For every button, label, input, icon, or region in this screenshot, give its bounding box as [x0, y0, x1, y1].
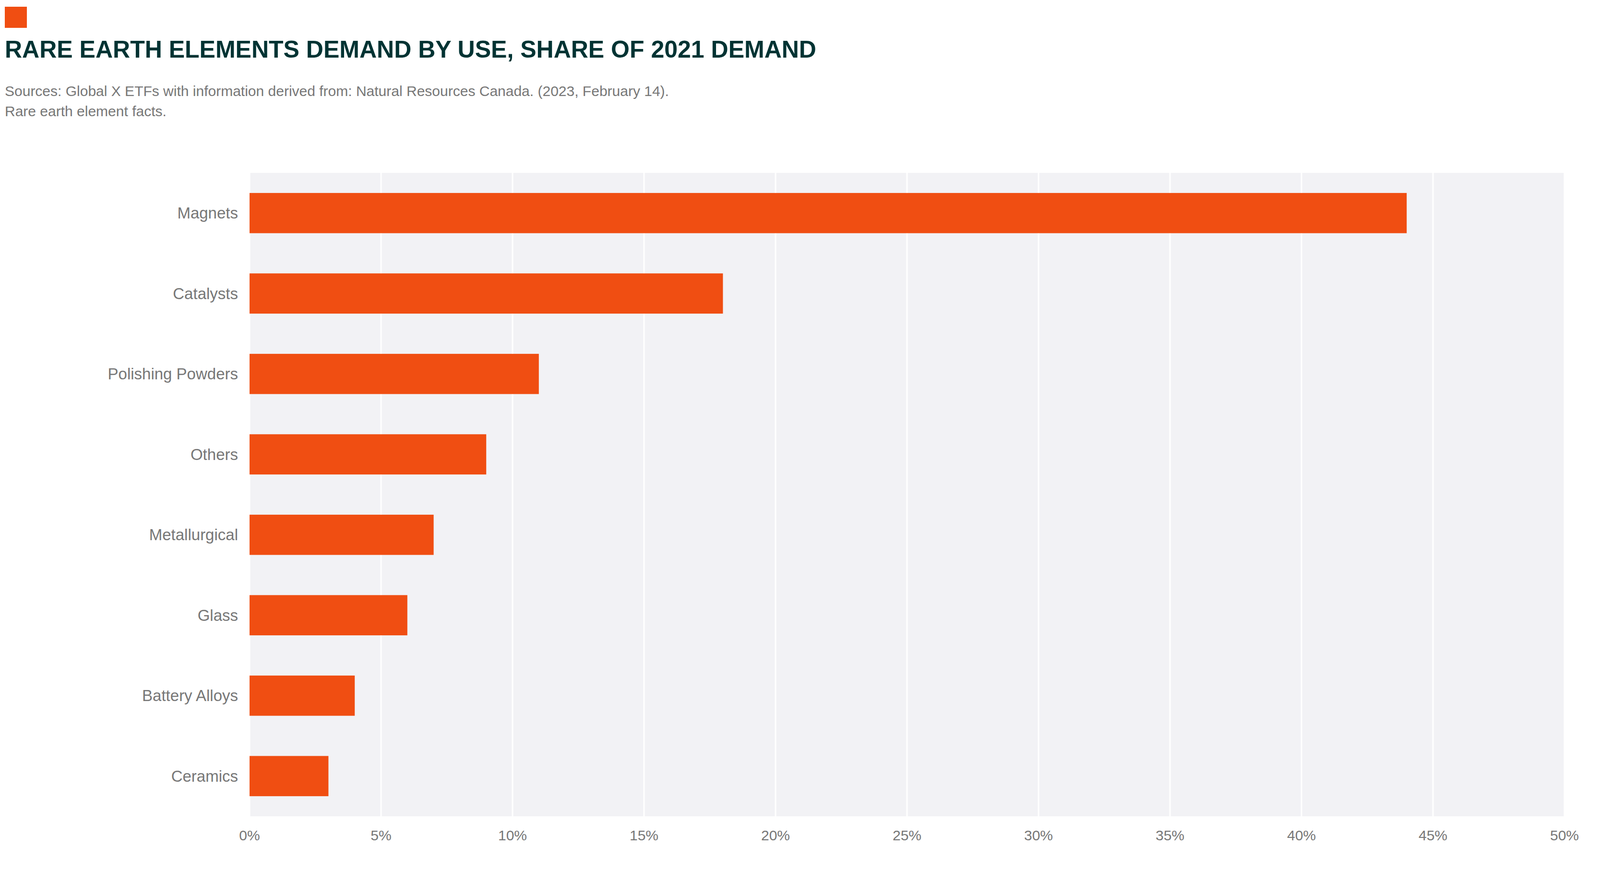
y-axis: Magnets Catalysts Polishing Powders Others M…	[107, 203, 239, 785]
bar	[249, 594, 408, 635]
tick-label: 15%	[629, 826, 659, 843]
bar	[249, 353, 539, 395]
tick-label: 35%	[1155, 826, 1185, 843]
grid-line	[1301, 172, 1303, 816]
bar	[249, 192, 1407, 234]
bar	[249, 433, 487, 475]
bar	[249, 755, 329, 796]
category-label: Glass	[197, 606, 239, 624]
category-label: Metallurgical	[149, 525, 239, 544]
tick-label: 30%	[1024, 826, 1053, 843]
grid-line	[906, 172, 908, 816]
tick-label: 45%	[1418, 826, 1448, 843]
grid-line	[249, 172, 251, 816]
subtitle: Sources: Global X ETFs with information …	[4, 83, 669, 99]
bar	[249, 514, 434, 555]
category-label: Battery Alloys	[142, 686, 239, 705]
category-label: Catalysts	[172, 284, 239, 303]
tick-label: 25%	[892, 826, 922, 843]
tick-label: 5%	[370, 826, 392, 843]
tick-label: 0%	[238, 826, 260, 843]
x-axis: 0% 5% 10% 15% 20% 25% 30% 35% 40% 45% 50%	[238, 826, 1579, 843]
grid-line	[1432, 172, 1434, 816]
category-label: Ceramics	[171, 766, 239, 785]
bar	[249, 273, 723, 314]
grid-line	[380, 172, 383, 816]
grid-line	[512, 172, 514, 816]
subtitle: Rare earth element facts.	[4, 103, 167, 120]
grid	[249, 172, 1565, 816]
category-label: Magnets	[177, 203, 239, 222]
accent	[4, 6, 27, 28]
tick-label: 20%	[761, 826, 790, 843]
grid-line	[775, 172, 777, 816]
tick-label: 10%	[498, 826, 527, 843]
grid-line	[1038, 172, 1040, 816]
title: RARE EARTH ELEMENTS DEMAND BY USE, SHARE…	[4, 35, 817, 63]
tick-label: 50%	[1550, 826, 1579, 843]
grid-line	[643, 172, 645, 816]
category-label: Others	[190, 445, 239, 464]
chart-svg: RARE EARTH ELEMENTS DEMAND BY USE, SHARE…	[0, 0, 1600, 872]
tick-label: 40%	[1287, 826, 1316, 843]
grid-line	[1564, 172, 1566, 816]
bar	[249, 675, 355, 716]
category-label: Polishing Powders	[107, 364, 239, 383]
grid-line	[1169, 172, 1171, 816]
plot-background	[249, 172, 1565, 816]
bars	[249, 192, 1407, 796]
